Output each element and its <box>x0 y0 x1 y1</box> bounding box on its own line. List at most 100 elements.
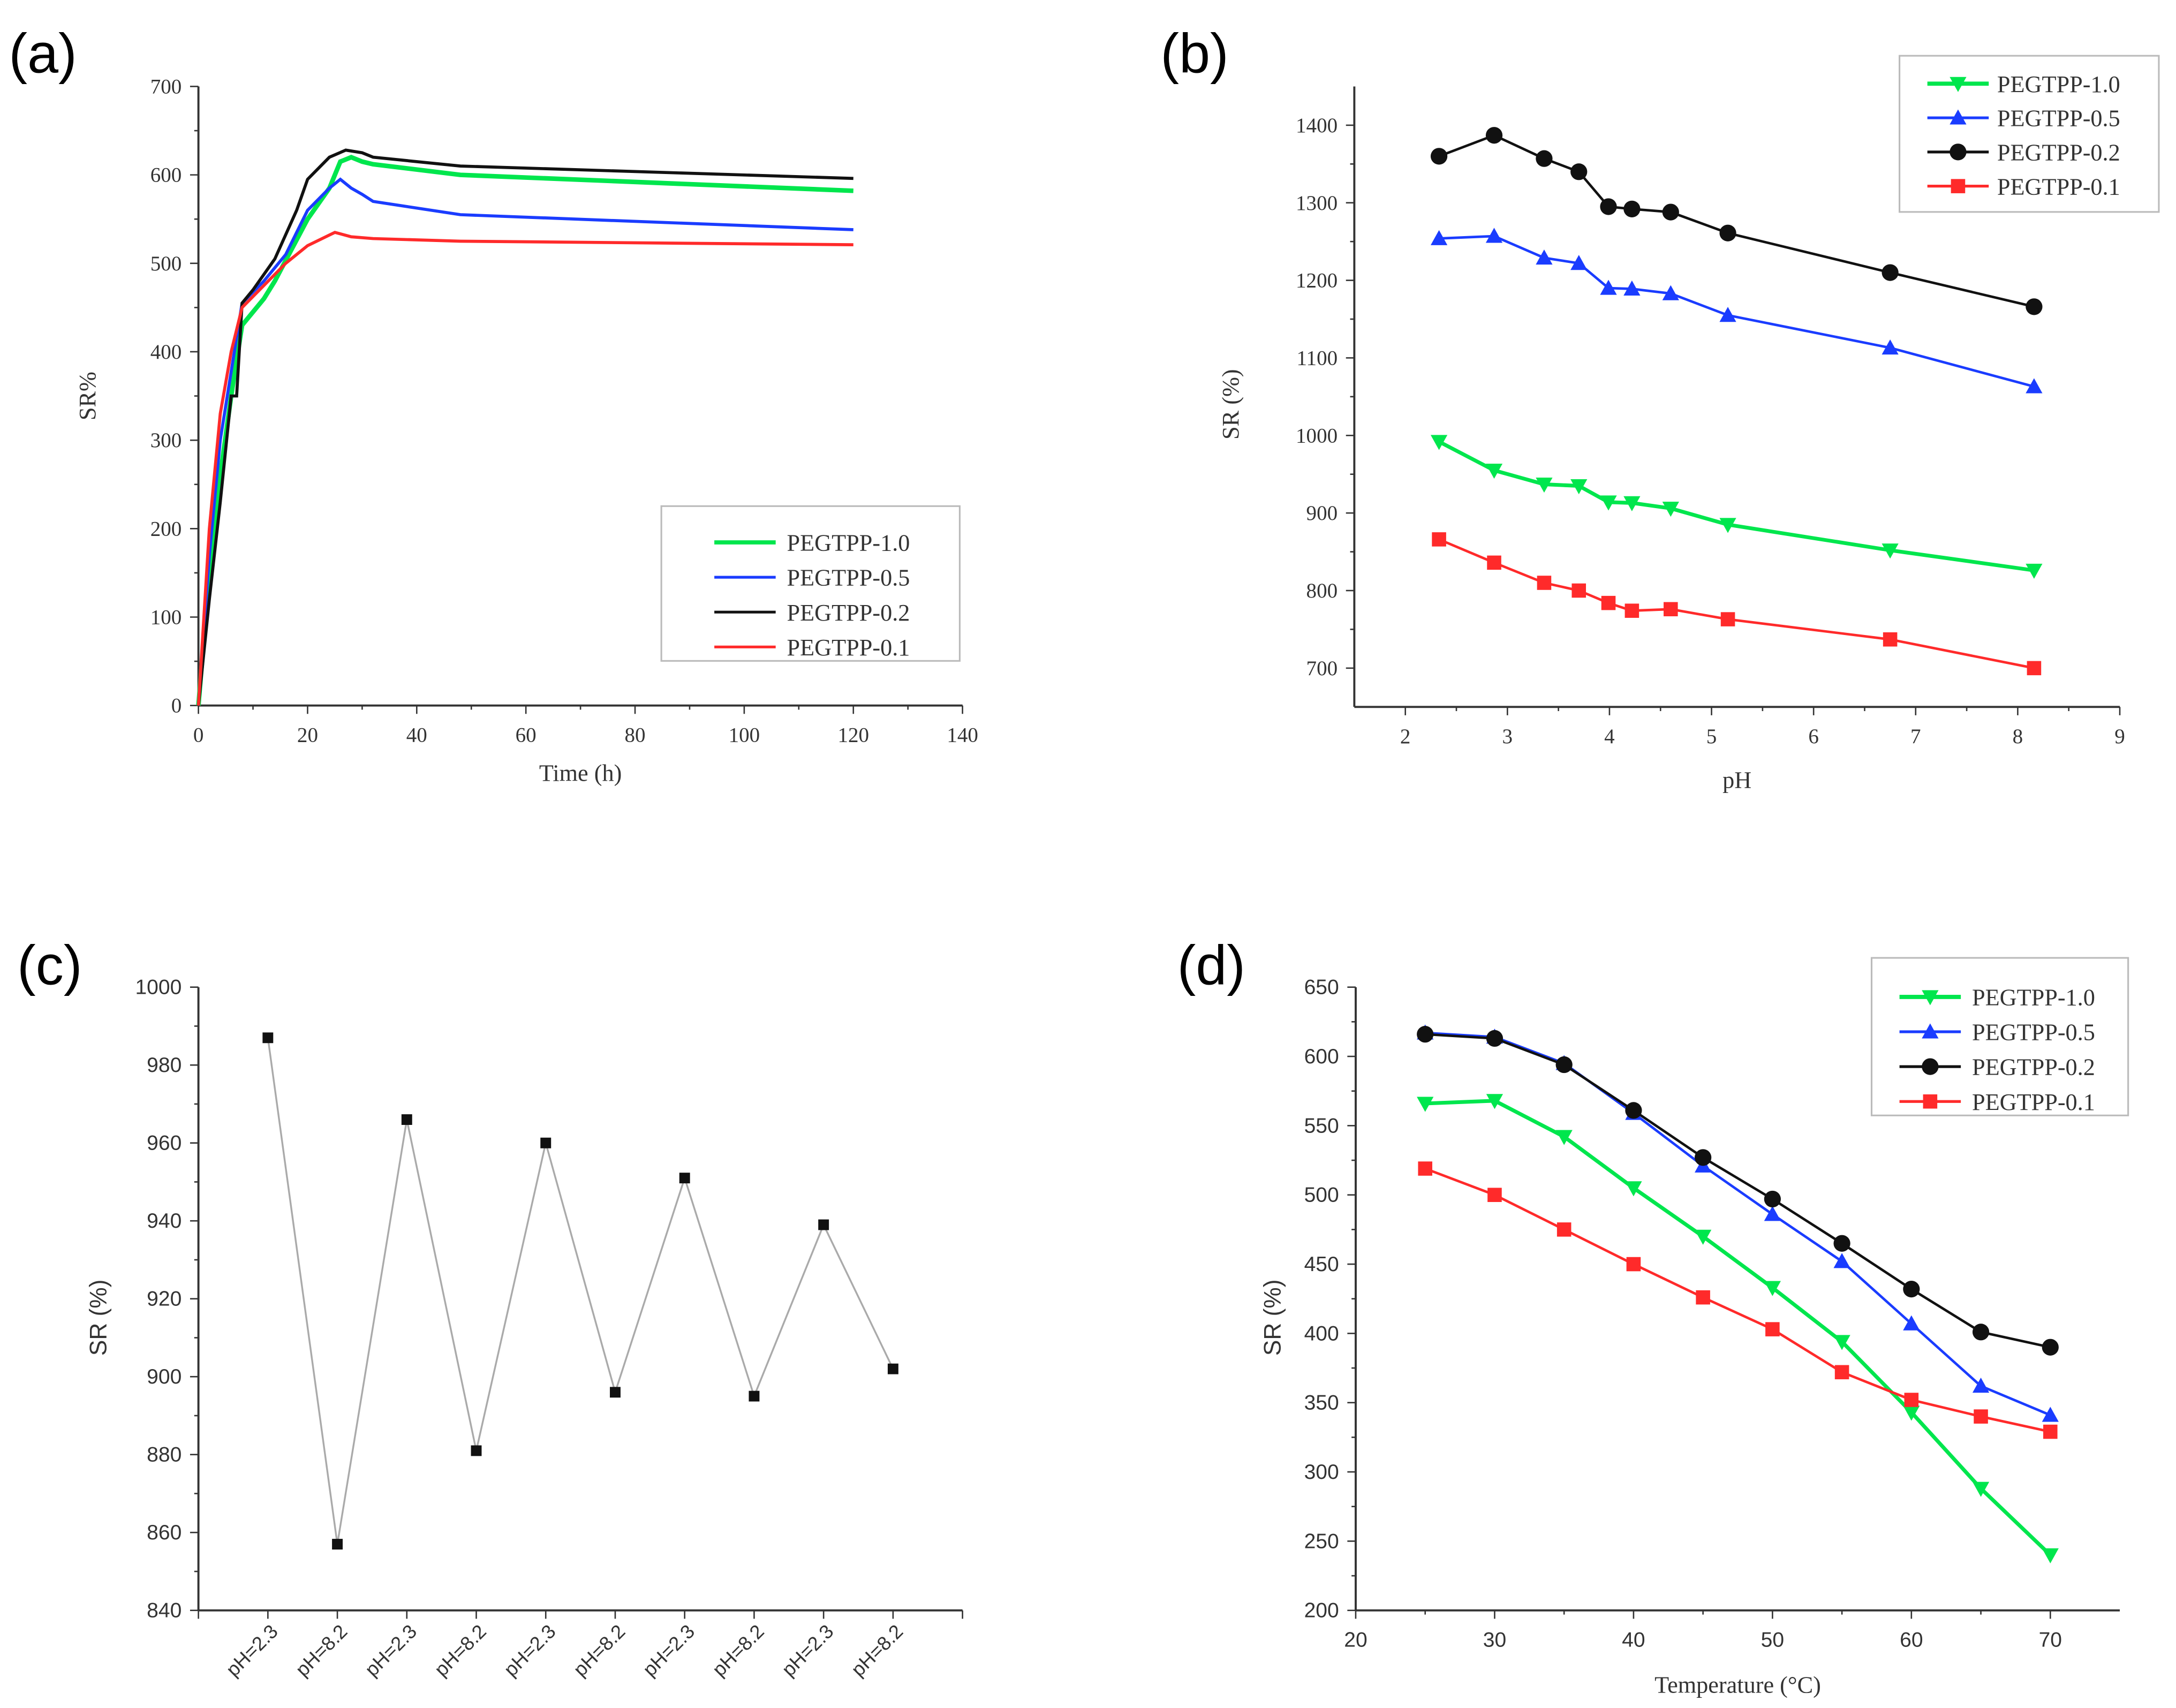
data-point <box>401 1114 412 1125</box>
x-tick-label: 60 <box>1900 1628 1923 1651</box>
series-line-PEGTPP-0.1 <box>1424 1167 2051 1433</box>
data-point <box>1903 1315 1920 1331</box>
x-axis-label: pH <box>1722 767 1751 793</box>
x-category-label: pH=8.2 <box>847 1620 908 1681</box>
data-point <box>2042 1548 2059 1563</box>
legend-label: PEGTPP-0.2 <box>787 600 910 626</box>
series-line-PEGTPP-0.2 <box>1425 1033 2051 1349</box>
data-point <box>1662 501 1679 517</box>
data-point <box>610 1387 621 1398</box>
x-tick-label: 50 <box>1761 1628 1784 1651</box>
data-point <box>1833 1335 1850 1350</box>
legend-label: PEGTPP-0.5 <box>1972 1019 2095 1046</box>
data-point <box>1695 1229 1712 1245</box>
series-line-PEGTPP-1.0 <box>1438 440 2035 572</box>
legend-marker <box>1950 143 1967 161</box>
data-point <box>262 1032 274 1044</box>
data-point <box>1485 228 1503 243</box>
series-line-PEGTPP-1.0 <box>196 154 853 706</box>
y-tick-label: 500 <box>1304 1184 1339 1207</box>
data-point <box>1696 1290 1710 1305</box>
series-line-PEGTPP-0.1 <box>1438 538 2035 670</box>
data-point <box>1764 1206 1781 1221</box>
data-point <box>679 1173 690 1184</box>
data-point <box>1600 279 1617 295</box>
data-point <box>1418 1161 1432 1176</box>
x-tick-label: 6 <box>1808 725 1819 748</box>
y-tick-label: 800 <box>1306 579 1338 602</box>
data-point <box>1720 612 1735 626</box>
y-tick-label: 100 <box>150 606 182 629</box>
legend-label: PEGTPP-1.0 <box>1972 985 2095 1011</box>
y-axis-label: SR (%) <box>86 1280 112 1356</box>
y-tick-label: 960 <box>147 1132 182 1155</box>
x-category-label: pH=2.3 <box>222 1620 282 1681</box>
y-tick-label: 600 <box>1304 1045 1339 1068</box>
x-axis-label: Time (h) <box>539 760 622 786</box>
data-point <box>1662 203 1679 221</box>
series-line-PEGTPP-0.2 <box>1438 134 2035 308</box>
data-point <box>1882 339 1899 355</box>
y-tick-label: 550 <box>1304 1114 1339 1137</box>
y-tick-label: 900 <box>147 1365 182 1388</box>
x-category-label: pH=8.2 <box>430 1620 490 1681</box>
x-tick-label: 70 <box>2039 1628 2062 1651</box>
y-tick-label: 300 <box>150 429 182 452</box>
y-tick-label: 1000 <box>135 976 182 999</box>
data-point <box>1536 150 1553 167</box>
x-tick-label: 140 <box>947 723 978 746</box>
legend-label: PEGTPP-0.5 <box>1997 105 2120 132</box>
y-tick-label: 700 <box>1306 657 1338 680</box>
data-point <box>1623 280 1641 296</box>
data-point <box>1882 543 1899 559</box>
y-tick-label: 350 <box>1304 1392 1339 1415</box>
data-point <box>332 1539 343 1550</box>
data-point <box>1486 1030 1503 1047</box>
x-category-label: pH=8.2 <box>569 1620 630 1681</box>
data-point <box>1555 1056 1573 1074</box>
y-tick-label: 650 <box>1304 976 1339 999</box>
y-tick-label: 840 <box>147 1599 182 1622</box>
y-axis-label: SR (%) <box>1259 1280 1286 1356</box>
x-tick-label: 30 <box>1483 1628 1506 1651</box>
data-point <box>1833 1235 1850 1252</box>
legend-marker <box>1950 109 1967 125</box>
data-point <box>1485 463 1503 479</box>
data-point <box>1430 435 1448 450</box>
legend-marker <box>1922 1058 1939 1075</box>
data-point <box>1417 1097 1434 1112</box>
data-point <box>1600 495 1617 511</box>
data-point <box>1570 255 1588 270</box>
data-point <box>1601 595 1616 610</box>
x-tick-label: 4 <box>1604 725 1615 748</box>
y-tick-label: 400 <box>1304 1322 1339 1345</box>
data-point <box>749 1390 760 1402</box>
y-tick-label: 880 <box>147 1444 182 1467</box>
data-point <box>540 1137 551 1148</box>
data-point <box>1625 1181 1642 1197</box>
x-tick-label: 60 <box>516 723 537 746</box>
y-axis-label: SR% <box>74 372 101 420</box>
legend-label: PEGTPP-0.5 <box>787 565 910 591</box>
data-point <box>2026 563 2043 579</box>
data-point <box>1903 1405 1920 1421</box>
y-tick-label: 860 <box>147 1521 182 1544</box>
y-tick-label: 600 <box>150 164 182 187</box>
legend-label: PEGTPP-1.0 <box>1997 71 2120 97</box>
legend-label: PEGTPP-0.2 <box>1997 139 2120 165</box>
x-tick-label: 5 <box>1706 725 1717 748</box>
x-tick-label: 40 <box>1622 1628 1645 1651</box>
data-point <box>1972 1482 1990 1497</box>
series-line-cycle <box>267 1038 894 1545</box>
data-point <box>1430 148 1448 165</box>
data-point <box>1662 285 1679 300</box>
data-point <box>1626 1257 1641 1272</box>
y-tick-label: 1300 <box>1296 192 1338 215</box>
data-point <box>2027 661 2042 676</box>
panel-label-b: (b) <box>1160 22 1228 85</box>
y-tick-label: 920 <box>147 1288 182 1311</box>
data-point <box>1882 264 1899 281</box>
data-point <box>1570 163 1588 180</box>
panel-label-d: (d) <box>1177 934 1245 996</box>
